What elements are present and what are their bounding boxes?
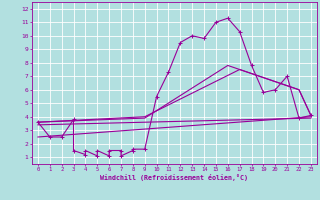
X-axis label: Windchill (Refroidissement éolien,°C): Windchill (Refroidissement éolien,°C) [100,174,248,181]
